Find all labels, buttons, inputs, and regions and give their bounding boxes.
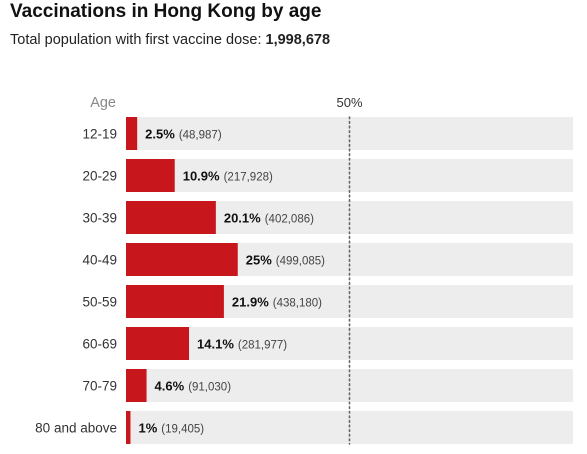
value-label: 4.6% [155,379,185,394]
data-label: 14.1% (281,977) [197,337,287,352]
reference-label: 50% [336,95,362,110]
count-label: (48,987) [179,130,222,142]
count-label: (499,085) [276,256,325,268]
bar [126,159,175,192]
value-label: 14.1% [197,337,234,352]
data-label: 1% (19,405) [138,421,204,436]
count-label: (438,180) [273,298,322,310]
data-label: 21.9% (438,180) [232,295,322,310]
bar [126,327,190,360]
data-label: 20.1% (402,086) [224,211,314,226]
bar [126,117,138,150]
value-label: 2.5% [145,127,175,142]
data-label: 25% (499,085) [246,253,325,268]
data-label: 4.6% (91,030) [155,379,232,394]
data-label: 10.9% (217,928) [183,169,273,184]
count-label: (91,030) [188,382,231,394]
count-label: (217,928) [224,172,273,184]
category-label: 70-79 [82,379,117,394]
category-label: 20-29 [82,169,117,184]
bar [126,411,131,444]
category-label: 50-59 [82,295,117,310]
value-label: 20.1% [224,211,261,226]
bar [126,369,147,402]
category-label: 80 and above [35,421,117,436]
category-axis-label: Age [90,95,116,111]
subtitle-prefix: Total population with first vaccine dose… [10,32,266,48]
value-label: 25% [246,253,272,268]
value-label: 1% [138,421,157,436]
category-label: 12-19 [82,127,117,142]
bar [126,285,224,318]
subtitle-total: 1,998,678 [265,32,331,48]
count-label: (402,086) [265,214,314,226]
value-label: 21.9% [232,295,269,310]
value-label: 10.9% [183,169,220,184]
count-label: (19,405) [161,424,204,436]
category-label: 40-49 [82,253,117,268]
chart-title: Vaccinations in Hong Kong by age [10,1,322,22]
bar [126,243,238,276]
count-label: (281,977) [238,340,287,352]
data-label: 2.5% (48,987) [145,127,222,142]
chart-subtitle: Total population with first vaccine dose… [10,32,330,48]
category-label: 60-69 [82,337,117,352]
category-label: 30-39 [82,211,117,226]
bar [126,201,216,234]
